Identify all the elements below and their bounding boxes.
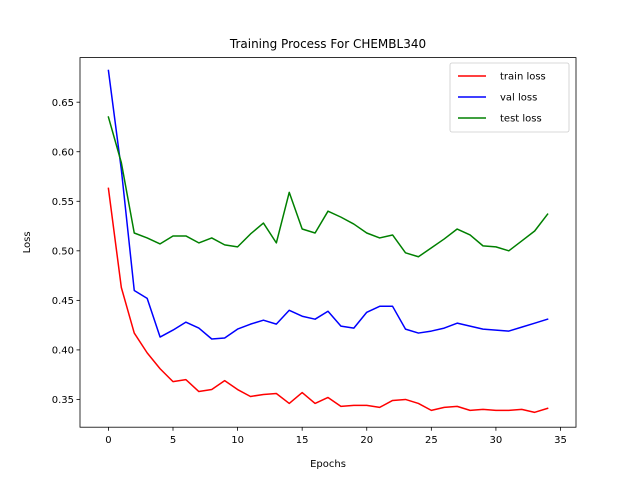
- legend: train loss val loss test loss: [449, 62, 570, 133]
- y-tick-label: 0.65: [52, 98, 74, 109]
- series-line-val-loss: [107, 69, 549, 340]
- x-axis-label: Epochs: [310, 459, 346, 470]
- legend-label: val loss: [500, 93, 537, 104]
- series-line-train-loss: [107, 187, 549, 414]
- legend-label: train loss: [500, 72, 546, 83]
- x-tick-label: 30: [490, 435, 503, 446]
- x-tick-label: 0: [105, 435, 111, 446]
- series-line-test-loss: [107, 116, 549, 258]
- chart-title: Training Process For CHEMBL340: [229, 37, 426, 51]
- plot-area-frame: [79, 57, 577, 428]
- x-tick-label: 35: [554, 435, 567, 446]
- y-tick-label: 0.40: [52, 346, 74, 357]
- x-tick-label: 20: [360, 435, 373, 446]
- y-tick-label: 0.35: [52, 395, 74, 406]
- y-axis: 0.35 0.40 0.45 0.50 0.55 0.60 0.65: [52, 98, 80, 406]
- legend-box: [449, 62, 570, 133]
- plot-lines: [107, 69, 549, 414]
- y-axis-label: Loss: [22, 231, 33, 253]
- x-tick-label: 10: [231, 435, 244, 446]
- y-tick-label: 0.60: [52, 147, 74, 158]
- x-tick-label: 15: [296, 435, 309, 446]
- legend-label: test loss: [500, 114, 542, 125]
- y-tick-label: 0.45: [52, 296, 74, 307]
- x-tick-label: 5: [170, 435, 176, 446]
- x-axis: 0 5 10 15 20 25 30 35: [105, 427, 567, 446]
- y-tick-label: 0.55: [52, 197, 74, 208]
- y-tick-label: 0.50: [52, 246, 74, 257]
- x-tick-label: 25: [425, 435, 438, 446]
